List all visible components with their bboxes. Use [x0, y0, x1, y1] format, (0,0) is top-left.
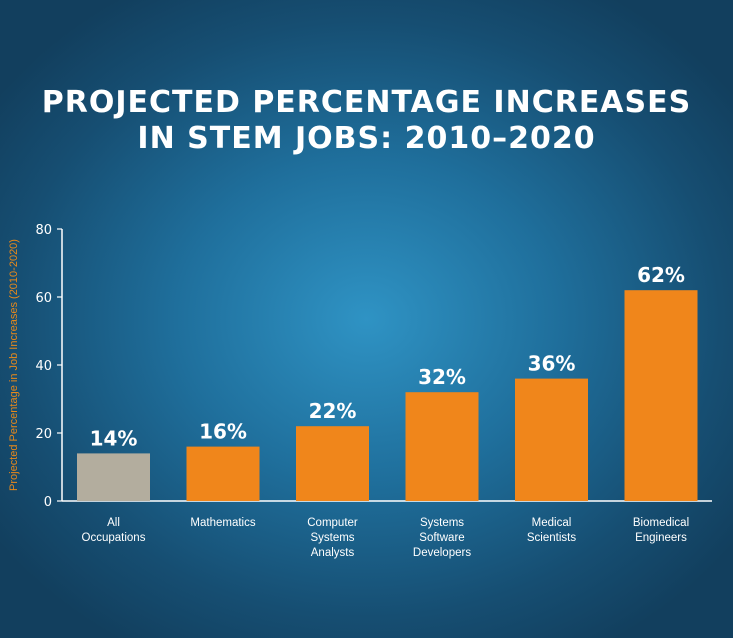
chart-title-line-2: IN STEM JOBS: 2010–2020: [137, 121, 596, 156]
bar-data-label: 22%: [309, 399, 357, 423]
y-tick-label: 40: [35, 359, 52, 374]
x-category-label: Medical: [532, 517, 572, 529]
y-tick-label: 0: [44, 495, 52, 510]
x-category-label: Mathematics: [190, 517, 255, 529]
x-category-label: Engineers: [635, 532, 687, 544]
x-category-label: Analysts: [311, 547, 355, 559]
x-category-label: Systems: [420, 517, 464, 529]
y-tick-label: 60: [35, 291, 52, 306]
bar-data-label: 32%: [418, 365, 466, 389]
y-axis-label: Projected Percentage in Job Increases (2…: [8, 239, 20, 491]
bar: [515, 378, 588, 501]
bar-data-label: 14%: [90, 426, 138, 450]
x-category-label: Biomedical: [633, 517, 689, 529]
bar-data-label: 36%: [528, 352, 576, 376]
x-category-label: Occupations: [82, 532, 146, 544]
bar-data-label: 62%: [637, 263, 685, 287]
x-category-label: Developers: [413, 547, 471, 559]
bar: [405, 392, 479, 501]
x-category-label: Computer: [307, 517, 358, 529]
x-category-label: Scientists: [527, 532, 576, 544]
x-category-label: Software: [419, 532, 464, 544]
bar: [186, 446, 260, 501]
x-category-label: Systems: [310, 532, 354, 544]
x-category-label: All: [107, 517, 120, 529]
chart-title-line-1: PROJECTED PERCENTAGE INCREASES: [41, 85, 692, 120]
y-tick-label: 80: [35, 223, 52, 238]
bar: [296, 426, 369, 501]
bar: [624, 290, 698, 501]
y-tick-label: 20: [35, 427, 52, 442]
bar-data-label: 16%: [199, 420, 247, 444]
bar: [77, 453, 150, 501]
